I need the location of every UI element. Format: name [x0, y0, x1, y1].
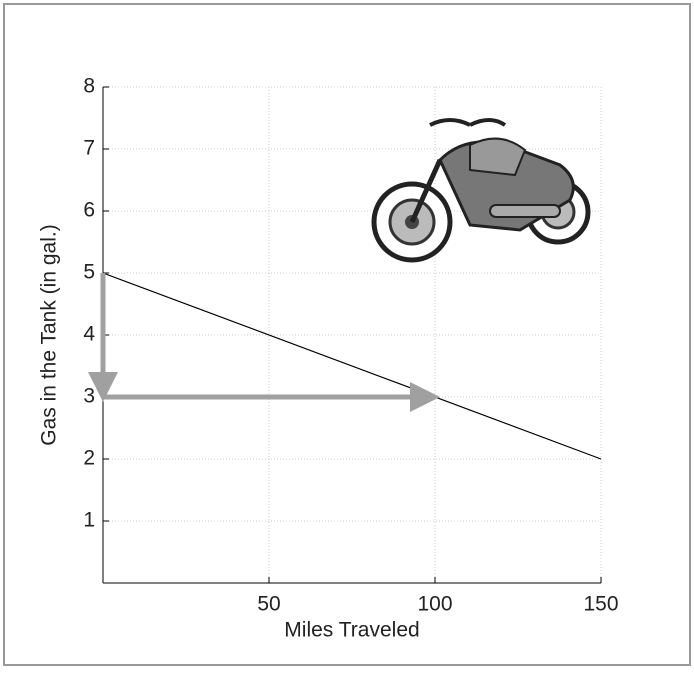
data-line: [102, 272, 602, 460]
motorcycle-clipart: [371, 118, 591, 263]
y-tick-label: 8: [83, 75, 95, 98]
y-tick-label: 4: [83, 323, 95, 346]
x-tick-label: 50: [257, 593, 280, 616]
y-tick-label: 7: [83, 137, 95, 160]
y-tick-label: 6: [83, 199, 95, 222]
x-tick-label: 150: [583, 593, 618, 616]
y-tick-label: 1: [83, 509, 95, 532]
x-tick-label: 100: [417, 593, 452, 616]
frame: [3, 3, 691, 666]
y-tick-label: 2: [83, 447, 95, 470]
y-tick-label: 5: [83, 261, 95, 284]
x-axis-label: Miles Traveled: [284, 619, 419, 642]
y-axis-label: Gas in the Tank (in gal.): [38, 224, 61, 445]
y-tick-label: 3: [83, 385, 95, 408]
